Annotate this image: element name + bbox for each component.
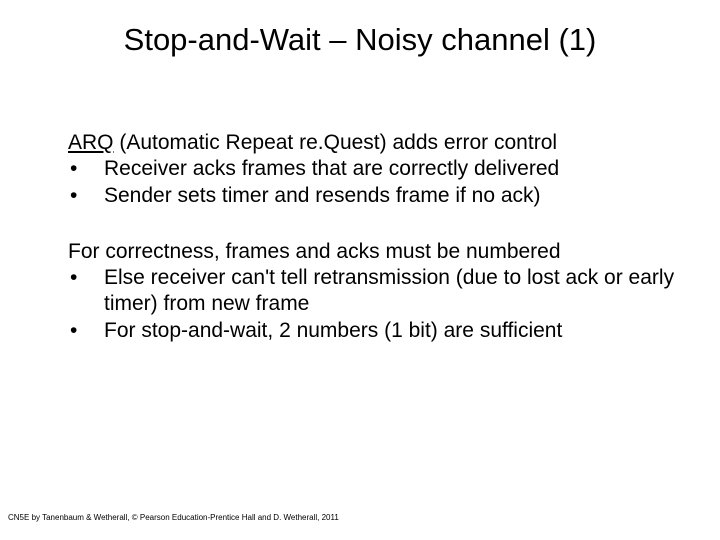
bullet-mark: • — [68, 265, 104, 291]
bullet-mark: • — [68, 183, 104, 209]
slide-title: Stop-and-Wait – Noisy channel (1) — [0, 22, 720, 58]
section-arq: ARQ (Automatic Repeat re.Quest) adds err… — [68, 130, 680, 209]
arq-underlined: ARQ — [68, 131, 114, 154]
bullet-text: Sender sets timer and resends frame if n… — [104, 183, 680, 209]
section-arq-lead: ARQ (Automatic Repeat re.Quest) adds err… — [68, 130, 680, 156]
arq-lead-rest: (Automatic Repeat re.Quest) adds error c… — [114, 131, 558, 154]
bullet-text: Else receiver can't tell retransmission … — [104, 265, 680, 318]
bullet-row: • Receiver acks frames that are correctl… — [68, 156, 680, 182]
section-numbering-lead: For correctness, frames and acks must be… — [68, 239, 680, 265]
bullet-row: • For stop-and-wait, 2 numbers (1 bit) a… — [68, 318, 680, 344]
footer-citation: CN5E by Tanenbaum & Wetherall, © Pearson… — [8, 513, 339, 522]
bullet-mark: • — [68, 318, 104, 344]
bullet-row: • Else receiver can't tell retransmissio… — [68, 265, 680, 318]
slide-body: ARQ (Automatic Repeat re.Quest) adds err… — [68, 130, 680, 374]
section-numbering: For correctness, frames and acks must be… — [68, 239, 680, 344]
bullet-text: Receiver acks frames that are correctly … — [104, 156, 680, 182]
bullet-mark: • — [68, 156, 104, 182]
slide: Stop-and-Wait – Noisy channel (1) ARQ (A… — [0, 0, 720, 540]
bullet-row: • Sender sets timer and resends frame if… — [68, 183, 680, 209]
bullet-text: For stop-and-wait, 2 numbers (1 bit) are… — [104, 318, 680, 344]
